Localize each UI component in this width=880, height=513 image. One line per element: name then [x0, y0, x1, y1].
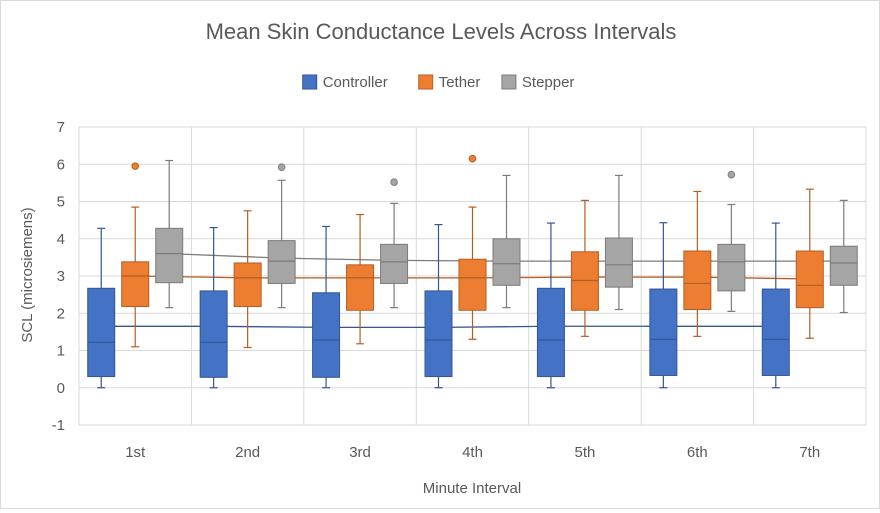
outlier-point	[727, 170, 736, 179]
x-axis-label: Minute Interval	[423, 480, 521, 497]
x-tick-label: 7th	[799, 444, 820, 461]
iqr-box	[604, 237, 633, 288]
box-stepper-7th	[829, 199, 858, 314]
outlier-point	[277, 163, 286, 172]
outlier-point	[390, 178, 398, 186]
iqr-box	[267, 240, 296, 284]
iqr-box	[87, 287, 116, 378]
legend-swatch	[302, 74, 318, 90]
legend-label: Tether	[439, 74, 481, 91]
box-stepper-6th	[717, 170, 746, 312]
y-axis-ticks: -1 0 1 2 3 4 5 6 7	[52, 119, 65, 434]
iqr-box	[121, 261, 150, 308]
legend-label: Controller	[323, 74, 388, 91]
y-tick-label: 4	[57, 231, 65, 248]
x-tick-label: 4th	[462, 444, 483, 461]
y-tick-label: 3	[57, 268, 65, 285]
box-tether-6th	[683, 190, 712, 337]
y-tick-label: 1	[57, 343, 65, 360]
box-controller-7th	[761, 222, 790, 389]
y-tick-label: 2	[57, 305, 65, 322]
box-stepper-3rd	[380, 178, 409, 309]
legend-item-controller: Controller	[302, 74, 388, 91]
box-tether-7th	[795, 188, 824, 339]
box-tether-4th	[458, 154, 487, 340]
chart-title: Mean Skin Conductance Levels Across Inte…	[206, 19, 677, 44]
box-tether-1st	[121, 162, 150, 348]
iqr-box	[649, 288, 678, 376]
box-controller-3rd	[312, 225, 341, 389]
legend-swatch	[501, 74, 517, 90]
box-controller-1st	[87, 227, 116, 389]
box-tether-2nd	[233, 210, 262, 349]
box-controller-5th	[536, 222, 565, 389]
boxes	[87, 154, 858, 389]
y-tick-label: -1	[52, 417, 65, 434]
box-stepper-5th	[604, 174, 633, 311]
legend-item-tether: Tether	[418, 74, 481, 91]
y-tick-label: 5	[57, 194, 65, 211]
iqr-box	[380, 243, 409, 284]
legend: Controller Tether Stepper	[302, 74, 575, 91]
outlier-point	[468, 154, 477, 163]
y-axis-label: SCL (microsiemens)	[19, 207, 36, 342]
x-tick-label: 3rd	[349, 444, 371, 461]
y-tick-label: 0	[57, 380, 65, 397]
iqr-box	[761, 288, 790, 376]
legend-swatch	[418, 74, 434, 90]
iqr-box	[312, 292, 341, 378]
legend-item-stepper: Stepper	[501, 74, 575, 91]
y-tick-label: 6	[57, 156, 65, 173]
iqr-box	[424, 290, 453, 378]
x-tick-label: 5th	[574, 444, 595, 461]
outlier-point	[131, 162, 140, 170]
legend-label: Stepper	[522, 74, 575, 91]
box-tether-5th	[570, 199, 599, 337]
box-stepper-2nd	[267, 163, 296, 309]
iqr-box	[683, 250, 712, 311]
x-axis-ticks: 1st 2nd 3rd 4th 5th 6th 7th	[125, 444, 820, 461]
iqr-box	[536, 287, 565, 378]
iqr-box	[492, 238, 521, 286]
x-tick-label: 6th	[687, 444, 708, 461]
iqr-box	[233, 262, 262, 308]
box-controller-6th	[649, 222, 678, 389]
iqr-box	[346, 264, 375, 311]
x-tick-label: 1st	[125, 444, 146, 461]
iqr-box	[717, 243, 746, 292]
iqr-box	[458, 258, 487, 311]
iqr-box	[795, 250, 824, 309]
iqr-box	[155, 227, 184, 284]
iqr-box	[199, 290, 228, 378]
box-tether-3rd	[346, 213, 375, 345]
box-stepper-4th	[492, 174, 521, 309]
iqr-box	[829, 245, 858, 286]
y-tick-label: 7	[57, 119, 65, 136]
box-controller-4th	[424, 223, 453, 389]
box-stepper-1st	[155, 159, 184, 309]
box-controller-2nd	[199, 226, 228, 389]
x-tick-label: 2nd	[235, 444, 260, 461]
